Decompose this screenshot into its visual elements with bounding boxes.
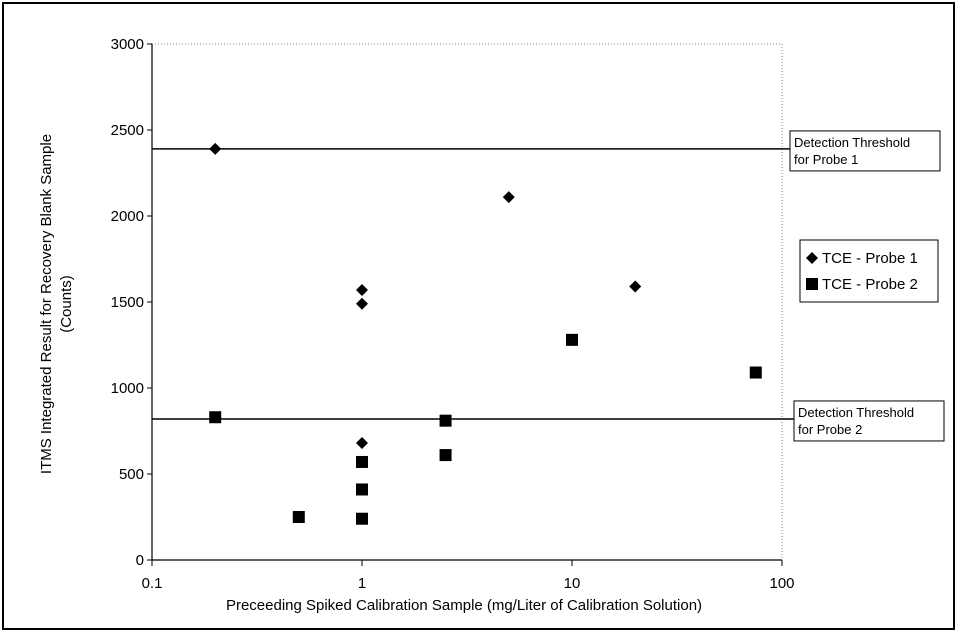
x-tick-label: 100 [769, 575, 794, 592]
x-axis-ticks: 0.1 1 10 100 [142, 560, 795, 592]
marker-probe1-diamond [356, 283, 368, 296]
y-tick-label: 2500 [111, 122, 144, 139]
legend-square-icon [806, 278, 818, 290]
legend-label: TCE - Probe 1 [822, 250, 918, 267]
scatter-chart: 0.1 1 10 100 0 500 1000 1500 2000 2500 3000 Detec… [38, 36, 945, 614]
data-markers [209, 142, 762, 525]
marker-probe2-square [749, 366, 762, 379]
legend-box [799, 239, 939, 303]
marker-probe2-square [292, 511, 305, 523]
threshold-lines [152, 148, 794, 420]
legend-diamond-icon [806, 252, 818, 264]
y-tick-label: 3000 [111, 36, 144, 53]
threshold-callout-line1: Detection Threshold [798, 405, 914, 420]
threshold-callouts: Detection Threshold for Probe 1 Detection … [789, 130, 945, 442]
y-tick-label: 0 [136, 552, 144, 569]
threshold-callout-box [793, 400, 945, 442]
marker-probe1-diamond [356, 437, 368, 450]
marker-probe1-diamond [209, 142, 222, 155]
threshold-callout-line2: for Probe 1 [794, 152, 858, 167]
marker-probe2-square [356, 512, 368, 525]
y-axis-title-line2: (Counts) [58, 275, 75, 333]
marker-probe1-diamond [629, 280, 642, 293]
threshold-callout-box [789, 130, 941, 172]
threshold-callout-line1: Detection Threshold [794, 135, 910, 150]
marker-probe2-square [356, 455, 368, 468]
y-tick-label: 1500 [111, 294, 144, 311]
y-axis-ticks: 0 500 1000 1500 2000 2500 3000 [111, 36, 152, 569]
y-tick-label: 500 [119, 466, 144, 483]
x-tick-label: 10 [564, 575, 581, 592]
y-axis-title-line1: ITMS Integrated Result for Recovery Blan… [38, 134, 55, 474]
x-axis-title: Preceeding Spiked Calibration Sample (mg… [226, 597, 702, 614]
x-tick-label: 0.1 [142, 575, 163, 592]
legend-label: TCE - Probe 2 [822, 276, 918, 293]
legend: TCE - Probe 1 TCE - Probe 2 [799, 239, 939, 303]
marker-probe2-square [356, 483, 368, 496]
y-tick-label: 1000 [111, 380, 144, 397]
chart-frame: 0.1 1 10 100 0 500 1000 1500 2000 2500 3000 Detec… [2, 2, 955, 630]
marker-probe1-diamond [356, 297, 368, 310]
x-tick-label: 1 [358, 575, 366, 592]
threshold-callout-line2: for Probe 2 [798, 422, 862, 437]
marker-probe2-square [566, 333, 578, 346]
y-axis-title: ITMS Integrated Result for Recovery Blan… [38, 134, 75, 474]
axes [151, 43, 783, 561]
marker-probe2-square [209, 411, 222, 424]
marker-probe2-square [439, 414, 452, 427]
marker-probe2-square [439, 449, 452, 462]
y-tick-label: 2000 [111, 208, 144, 225]
marker-probe1-diamond [502, 191, 515, 204]
